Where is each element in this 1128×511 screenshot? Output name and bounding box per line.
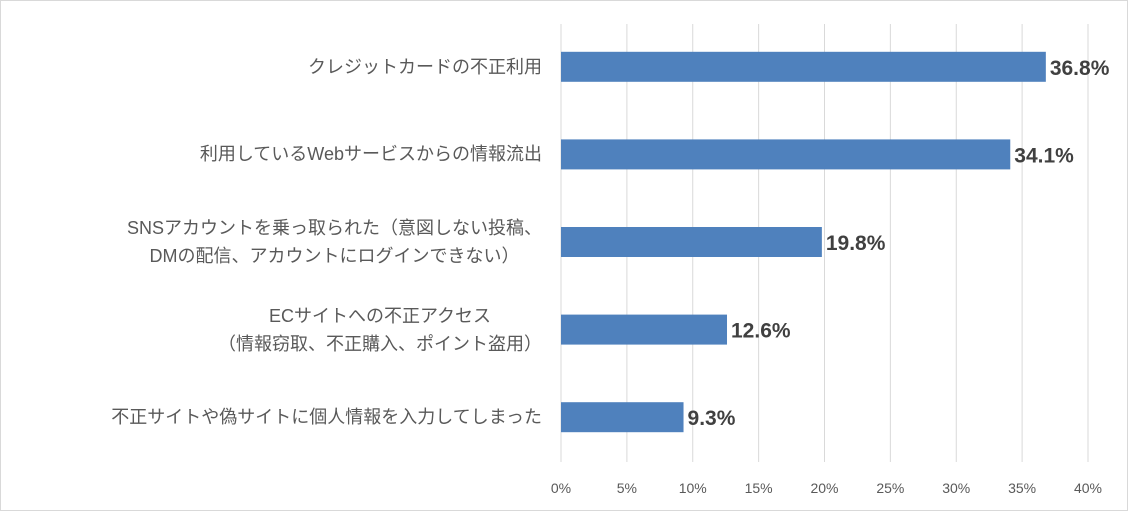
x-tick-label: 0% — [551, 480, 571, 496]
category-label-line: SNSアカウントを乗っ取られた（意図しない投稿、 — [126, 218, 542, 238]
x-tick-label: 10% — [679, 480, 707, 496]
category-label: クレジットカードの不正利用 — [308, 53, 542, 81]
bar — [561, 51, 1046, 82]
x-tick-label: 25% — [876, 480, 904, 496]
data-label: 12.6% — [731, 320, 791, 343]
bar — [561, 139, 1011, 170]
category-label: 利用しているWebサービスからの情報流出 — [200, 140, 542, 168]
bar — [561, 314, 728, 345]
bar — [561, 402, 684, 433]
category-label-line: ECサイトへの不正アクセス — [268, 305, 492, 326]
category-label-line: 不正サイトや偽サイトに個人情報を入力してしまった — [111, 407, 542, 428]
x-tick-label: 30% — [942, 480, 970, 496]
x-tick-label: 40% — [1074, 480, 1102, 496]
category-label: ECサイトへの不正アクセス （情報窃取、不正購入、ポイント盗用） — [218, 302, 542, 358]
category-label-line: 利用しているWebサービスからの情報流出 — [199, 144, 542, 165]
data-label: 9.3% — [688, 407, 736, 430]
x-tick-label: 20% — [810, 480, 838, 496]
x-tick-label: 35% — [1008, 480, 1036, 496]
data-label: 36.8% — [1050, 57, 1110, 80]
data-label: 34.1% — [1014, 144, 1074, 167]
category-label-line: クレジットカードの不正利用 — [308, 56, 542, 77]
x-tick-label: 5% — [617, 480, 637, 496]
bar — [561, 227, 822, 257]
x-tick-label: 15% — [745, 480, 773, 496]
category-label: 不正サイトや偽サイトに個人情報を入力してしまった — [111, 403, 542, 431]
category-label: SNSアカウントを乗っ取られた（意図しない投稿、 DMの配信、アカウントにログイン… — [127, 214, 542, 270]
data-label: 19.8% — [826, 232, 886, 255]
category-label-line: DMの配信、アカウントにログインできない） — [149, 246, 520, 266]
category-label-line: （情報窃取、不正購入、ポイント盗用） — [218, 333, 542, 354]
